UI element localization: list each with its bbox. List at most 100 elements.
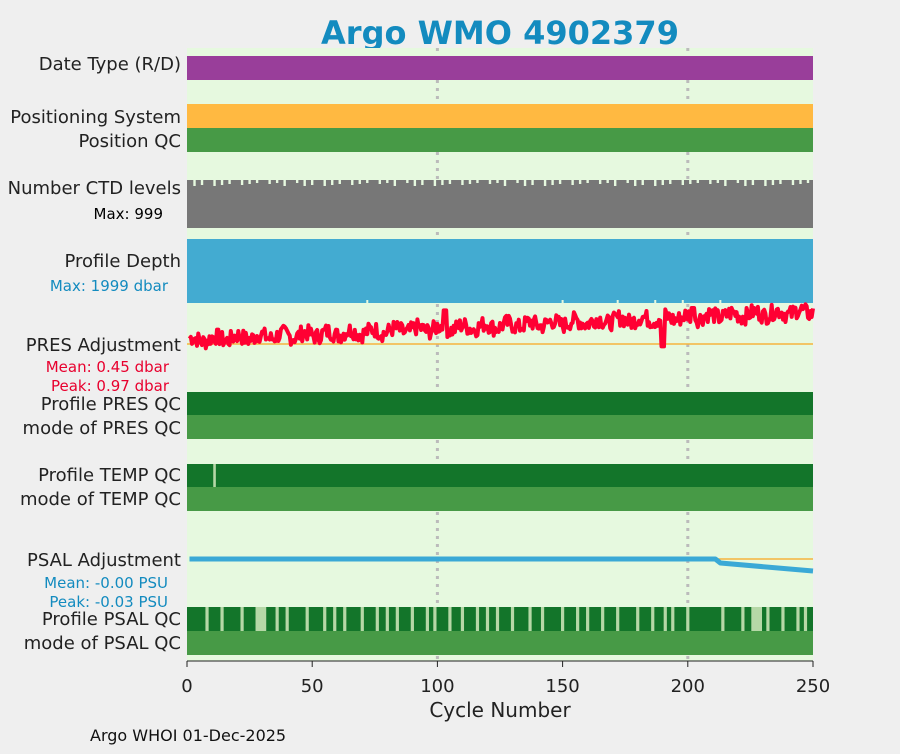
ctd-max-label: Max: 999 [94,205,163,223]
ctd-level-gap [275,180,279,183]
ctd-level-gap [488,180,492,184]
ctd-level-gap [476,180,479,183]
psal-qc-flag [586,607,590,631]
psal-qc-flag [651,607,655,631]
psal-qc-flag [616,607,620,631]
ctd-level-gap [779,180,782,184]
ctd-level-gap [421,180,424,185]
psal-qc-flag [803,607,808,631]
label-profile-psal-qc: Profile PSAL QC [42,609,181,630]
label-pres-adjustment: PRES Adjustment [26,335,181,356]
x-tick-label-100: 100 [420,676,454,697]
psal-qc-flag [758,607,763,631]
psal-qc-flag [721,607,725,631]
label-profile-depth: Profile Depth [64,251,181,272]
psal-qc-flag [485,607,490,631]
depth-shortfall [366,300,369,303]
ctd-level-gap [358,180,361,184]
ctd-level-gap [295,180,299,183]
ctd-level-gap [613,180,617,186]
x-tick-label-50: 50 [301,676,324,697]
ctd-level-gap [406,180,409,183]
ctd-level-gap [378,180,382,184]
psal-qc-flag [663,607,667,631]
temp-qc-flag [213,464,216,487]
psal-qc-flag [285,607,289,631]
ctd-level-gap [240,180,244,185]
profile-depth-panel [187,239,813,303]
positioning-bar [187,104,813,128]
psal-qc-flag [258,607,262,631]
ctd-level-gap [716,180,720,183]
ctd-level-gap [220,180,224,185]
ctd-level-gap [799,180,802,184]
ctd-levels-bar [187,180,813,228]
ctd-level-gap [558,180,562,184]
pres-adjustment-line [187,302,815,351]
ctd-level-gap [751,180,755,185]
psal-qc-flag [395,607,399,631]
psal-qc-flag [410,607,414,631]
ctd-level-gap [283,180,286,186]
psal-qc-flag [343,607,347,631]
ctd-level-gap [806,180,810,183]
profile-temp-qc-bar [187,464,813,487]
ctd-level-gap [696,180,700,183]
psal-qc-flag [255,607,259,631]
date-type-bar [187,56,813,80]
psal-qc-flag [528,607,532,631]
psal-adjustment-line [189,556,814,574]
x-tick-label-150: 150 [545,676,579,697]
ctd-level-gap [351,180,354,185]
ctd-level-gap [311,180,314,185]
label-position-qc: Position QC [78,131,181,152]
ctd-level-gap [200,180,204,185]
psal-qc-flag [240,607,244,631]
psal-qc-flag [375,607,379,631]
psal-qc-flag [305,607,309,631]
depth-shortfall [654,300,657,303]
psal-qc-flag [686,607,690,631]
mode-psal-qc-bar [187,631,813,655]
x-tick-label-200: 200 [671,676,705,697]
ctd-level-gap [461,180,464,185]
psal-qc-flag [425,607,429,631]
psal-qc-flag [601,607,605,631]
profile-depth-bar [187,239,813,303]
ctd-level-gap [413,180,417,186]
ctd-level-gap [303,180,306,186]
label-profile-temp-qc: Profile TEMP QC [38,465,181,486]
ctd-level-gap [386,180,389,183]
ctd-level-gap [681,180,684,185]
psal-qc-flag [561,607,565,631]
ctd-level-gap [448,180,452,184]
psal-qc-flag [756,607,760,631]
ctd-level-gap [626,180,629,183]
x-axis-label: Cycle Number [429,698,571,722]
psal-qc-flag [448,607,452,631]
pres-mean-label: Mean: 0.45 dbar [46,358,170,376]
psal-qc-flag [751,607,755,631]
ctd-levels-panel [187,180,813,228]
label-ctd-levels: Number CTD levels [8,178,181,199]
ctd-level-gap [689,180,692,184]
psal-qc-flag [333,607,337,631]
psal-qc-flag [205,607,209,631]
psal-qc-flag [433,607,437,631]
psal-qc-flag [385,607,389,631]
ctd-level-gap [441,180,444,185]
ctd-level-gap [571,180,574,185]
ctd-level-gap [598,180,602,184]
ctd-level-gap [516,180,519,183]
label-mode-pres-qc: mode of PRES QC [23,418,181,439]
ctd-level-gap [268,180,271,184]
ctd-level-gap [764,180,767,186]
ctd-level-gap [323,180,326,186]
ctd-level-gap [669,180,672,184]
ctd-level-gap [551,180,554,185]
psal-qc-flag [475,607,480,631]
psal-qc-flag [796,607,800,631]
depth-shortfall [561,300,564,303]
